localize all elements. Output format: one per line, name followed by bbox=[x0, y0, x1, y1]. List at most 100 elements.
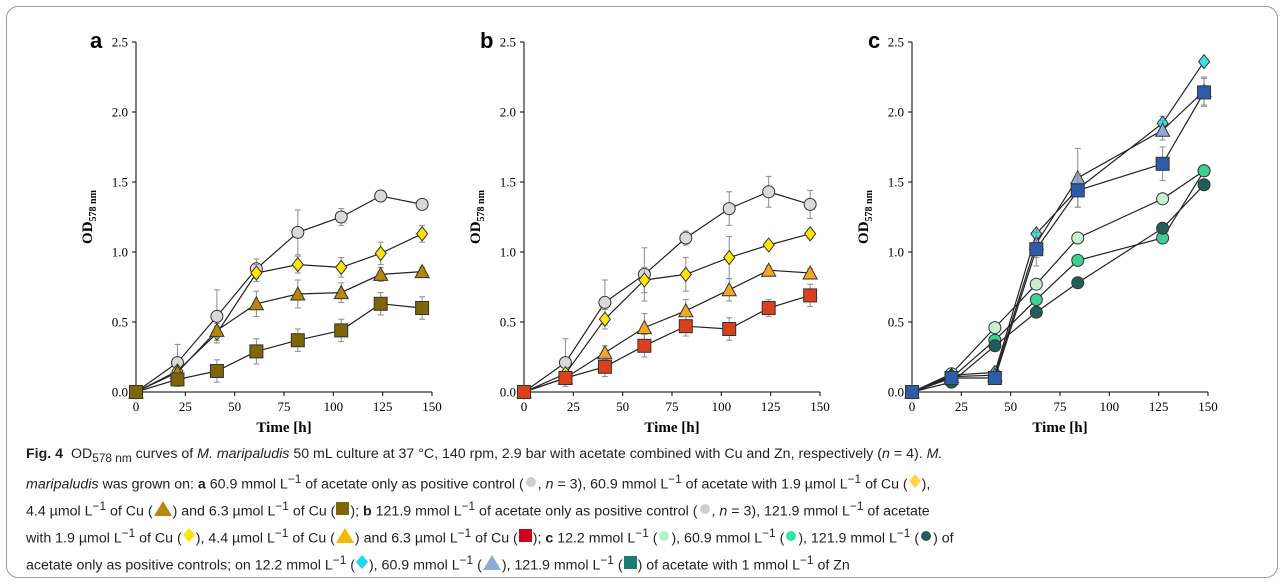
x-axis-label: Time [h] bbox=[644, 420, 699, 436]
data-point bbox=[803, 197, 817, 211]
y-tick-label: 0.5 bbox=[500, 315, 516, 330]
data-point bbox=[1156, 221, 1170, 235]
series-square bbox=[129, 292, 430, 399]
data-point bbox=[170, 372, 185, 387]
x-tick-label: 0 bbox=[133, 399, 140, 414]
series-circle bbox=[517, 175, 817, 399]
data-point bbox=[597, 359, 612, 374]
data-point bbox=[679, 266, 692, 283]
data-point bbox=[209, 322, 225, 337]
data-point bbox=[334, 323, 349, 338]
data-point bbox=[1071, 253, 1085, 267]
figure-panels: a 0.0 0.5 1.0 1.5 2.0 2.5 0 25 50 75 100 125 150 Time … bbox=[80, 28, 1218, 436]
x-axis-label: Time [h] bbox=[256, 420, 311, 436]
data-point bbox=[1071, 231, 1085, 245]
data-point bbox=[722, 322, 737, 336]
data-point bbox=[803, 225, 817, 242]
data-point bbox=[1070, 183, 1085, 198]
y-axis-label: OD578 nm bbox=[468, 189, 487, 244]
data-point bbox=[373, 296, 388, 311]
data-point bbox=[1029, 305, 1043, 319]
data-point bbox=[209, 364, 224, 378]
data-point bbox=[374, 189, 388, 203]
x-tick-label: 75 bbox=[1054, 399, 1067, 414]
data-point bbox=[1154, 122, 1171, 137]
series-line bbox=[523, 191, 811, 393]
series-line bbox=[523, 233, 811, 393]
data-point bbox=[414, 263, 430, 279]
data-point bbox=[129, 385, 143, 399]
panel-letter: c bbox=[868, 28, 880, 53]
panel-letter: a bbox=[90, 28, 103, 53]
y-tick-label: 2.5 bbox=[112, 35, 128, 50]
figure-caption: Fig. 4 OD578 nm curves of M. maripaludis… bbox=[26, 444, 1266, 577]
x-tick-label: 100 bbox=[712, 399, 732, 414]
y-tick-label: 1.0 bbox=[112, 245, 128, 260]
y-tick-label: 0.5 bbox=[112, 315, 128, 330]
figure-frame bbox=[6, 6, 1278, 578]
caption-line-3: 4.4 µmol L−1 of Cu () and 6.3 µmol L−1 o… bbox=[26, 496, 1266, 523]
x-tick-label: 25 bbox=[179, 399, 192, 414]
x-tick-label: 75 bbox=[278, 399, 291, 414]
data-point bbox=[636, 319, 653, 335]
caption-line-1: Fig. 4 OD578 nm curves of M. maripaludis… bbox=[26, 446, 943, 465]
x-tick-label: 25 bbox=[955, 399, 968, 414]
data-point bbox=[1197, 85, 1212, 100]
green-circle-icon bbox=[785, 528, 797, 549]
x-tick-label: 125 bbox=[373, 399, 393, 414]
data-point bbox=[291, 225, 305, 239]
data-point bbox=[1156, 192, 1170, 206]
yellow-diamond-icon bbox=[908, 474, 921, 495]
series-line bbox=[135, 195, 423, 393]
x-tick-label: 100 bbox=[324, 399, 344, 414]
panel-b: b 0.0 0.5 1.0 1.5 2.0 2.5 0 25 50 75 100 125 150 Time … bbox=[468, 28, 830, 436]
data-point bbox=[558, 371, 573, 385]
y-axis-label: OD578 nm bbox=[80, 189, 99, 244]
data-point bbox=[250, 265, 263, 281]
data-point bbox=[210, 309, 224, 323]
orange-triangle-icon bbox=[335, 527, 354, 550]
y-axis-label: OD578 nm bbox=[856, 189, 875, 244]
data-point bbox=[1197, 53, 1211, 70]
data-point bbox=[249, 344, 264, 359]
data-point bbox=[415, 197, 429, 211]
data-point bbox=[944, 371, 959, 385]
x-tick-label: 0 bbox=[521, 399, 528, 414]
y-tick-label: 0.5 bbox=[888, 315, 904, 330]
data-point bbox=[415, 225, 429, 242]
data-point bbox=[598, 295, 612, 309]
x-tick-label: 50 bbox=[228, 399, 241, 414]
y-tick-label: 2.0 bbox=[888, 105, 904, 120]
blue-grey-triangle-icon bbox=[482, 554, 501, 577]
data-point bbox=[1029, 242, 1044, 257]
data-point bbox=[1071, 276, 1085, 290]
data-point bbox=[372, 266, 389, 281]
x-tick-label: 125 bbox=[761, 399, 781, 414]
y-tick-label: 2.5 bbox=[888, 35, 904, 50]
series-line bbox=[911, 184, 1205, 393]
data-point bbox=[1197, 178, 1211, 192]
y-tick-label: 0.0 bbox=[888, 385, 904, 400]
y-tick-label: 0.0 bbox=[112, 385, 128, 400]
teal-square-icon bbox=[623, 555, 637, 576]
data-point bbox=[333, 284, 350, 300]
data-point bbox=[289, 285, 306, 301]
x-tick-label: 150 bbox=[1198, 399, 1218, 414]
data-point bbox=[761, 301, 776, 315]
y-tick-label: 2.5 bbox=[500, 35, 516, 50]
series-circle bbox=[905, 164, 1211, 399]
data-point bbox=[678, 319, 693, 334]
data-point bbox=[335, 259, 348, 276]
x-tick-label: 50 bbox=[1004, 399, 1017, 414]
data-point bbox=[760, 262, 777, 277]
data-point bbox=[677, 302, 694, 318]
yellow-diamond-icon bbox=[182, 528, 195, 549]
data-point bbox=[1029, 293, 1043, 307]
data-point bbox=[517, 385, 531, 399]
series-line bbox=[135, 271, 423, 393]
data-point bbox=[374, 245, 387, 262]
data-point bbox=[762, 237, 775, 253]
caption-line-5: acetate only as positive controls; on 12… bbox=[26, 550, 1266, 577]
panel-letter: b bbox=[480, 28, 493, 53]
y-tick-label: 2.0 bbox=[112, 105, 128, 120]
